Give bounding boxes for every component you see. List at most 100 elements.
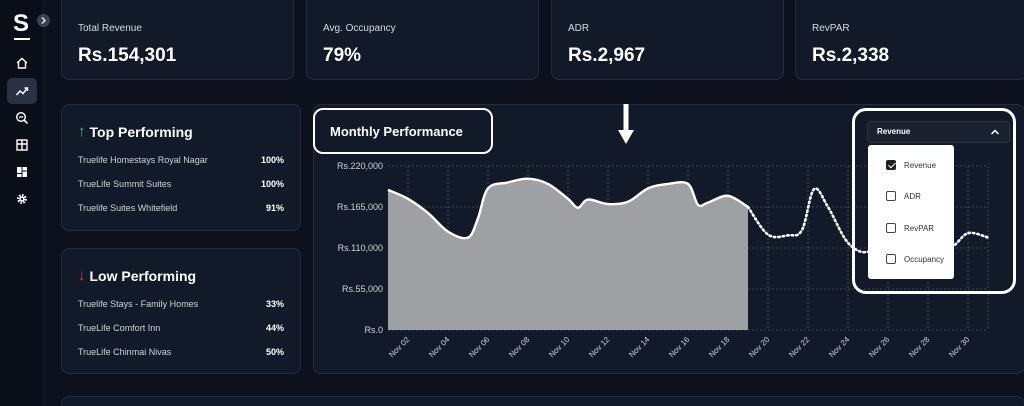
kpi-card-total-revenue: Total Revenue Rs.154,301 (61, 0, 294, 80)
table-icon (16, 139, 28, 151)
kpi-card-avg-occupancy: Avg. Occupancy 79% (306, 0, 539, 80)
kpi-card-adr: ADR Rs.2,967 (551, 0, 784, 80)
arrow-down-icon (618, 104, 634, 144)
list-item: TrueLife Chinmai Nivas 50% (78, 347, 284, 357)
y-tick-label: Rs.55,000 (342, 284, 383, 294)
revenue-line (387, 177, 749, 240)
sidebar-item-dashboard[interactable] (7, 159, 37, 185)
kpi-value: Rs.2,967 (568, 45, 646, 66)
list-item: Truelife Homestays Royal Nagar 100% (78, 155, 284, 165)
kpi-value: Rs.154,301 (78, 45, 177, 66)
revenue-forecast-line (746, 187, 990, 254)
kpi-card-revpar: RevPAR Rs.2,338 (795, 0, 1024, 80)
y-tick-label: Rs.220,000 (337, 161, 383, 171)
chart-title: Monthly Performance (330, 124, 463, 139)
option-adr[interactable]: ADR (886, 191, 921, 201)
low-performing-title-text: Low Performing (89, 267, 197, 284)
y-tick-label: Rs.0 (364, 325, 383, 335)
property-name: Truelife Suites Whitefield (78, 203, 178, 213)
dashboard-icon (17, 167, 27, 177)
x-tick-label: Nov 28 (907, 335, 932, 360)
option-occupancy[interactable]: Occupancy (886, 254, 944, 264)
checkbox[interactable] (886, 254, 896, 264)
sidebar-item-insights[interactable] (7, 105, 37, 131)
x-tick-label: Nov 08 (507, 335, 532, 360)
kpi-label: ADR (568, 23, 590, 34)
property-pct: 50% (265, 347, 284, 357)
metric-dropdown-value: Revenue (877, 127, 911, 136)
x-tick-label: Nov 24 (827, 335, 852, 360)
x-tick-label: Nov 04 (427, 335, 452, 360)
arrow-up-icon: ↑ (78, 123, 86, 140)
list-item: TrueLife Comfort Inn 44% (78, 323, 284, 333)
dropdown-highlight (852, 108, 1016, 294)
option-revpar[interactable]: RevPAR (886, 223, 934, 233)
checkbox[interactable] (886, 191, 896, 201)
chart-area (387, 177, 990, 330)
property-name: Truelife Homestays Royal Nagar (78, 155, 208, 165)
logo-underline (14, 38, 30, 40)
list-item: TrueLife Summit Suites 100% (78, 179, 284, 189)
property-pct: 44% (265, 323, 284, 333)
list-item: Truelife Stays - Family Homes 33% (78, 299, 284, 309)
x-tick-label: Nov 10 (547, 335, 572, 360)
y-axis-ticks: Rs.0 Rs.55,000 Rs.110,000 Rs.165,000 Rs.220,… (337, 161, 383, 335)
kpi-value: 79% (323, 45, 362, 66)
option-label: Occupancy (904, 254, 945, 264)
bottom-card (61, 396, 1024, 406)
chevron-right-icon (41, 17, 46, 24)
kpi-value: Rs.2,338 (812, 45, 890, 66)
low-performing-card: ↓ Low Performing Truelife Stays - Family… (61, 248, 301, 374)
sidebar-collapse-button[interactable] (37, 14, 50, 27)
sidebar-item-home[interactable] (7, 50, 37, 76)
x-tick-label: Nov 16 (667, 335, 692, 360)
checkbox[interactable] (886, 223, 896, 233)
option-revenue[interactable]: Revenue (886, 160, 936, 170)
sidebar: S (0, 0, 50, 406)
option-label: RevPAR (904, 223, 935, 233)
property-name: Truelife Stays - Family Homes (78, 299, 199, 309)
property-name: TrueLife Summit Suites (78, 179, 172, 189)
revenue-area (388, 178, 748, 330)
kpi-label: RevPAR (812, 23, 850, 34)
sidebar-item-reports[interactable] (7, 132, 37, 158)
option-label: ADR (904, 191, 921, 201)
kpi-label: Total Revenue (78, 23, 142, 34)
property-pct: 100% (260, 179, 284, 189)
top-performing-title-text: Top Performing (89, 123, 193, 140)
property-pct: 33% (265, 299, 284, 309)
sidebar-item-analytics[interactable] (7, 78, 37, 104)
property-pct: 91% (265, 203, 284, 213)
x-tick-label: Nov 14 (627, 335, 652, 360)
metric-dropdown-menu: Revenue ADR RevPAR Occupancy (868, 145, 954, 279)
property-name: TrueLife Chinmai Nivas (78, 347, 172, 357)
kpi-label: Avg. Occupancy (323, 23, 396, 34)
search-chart-icon (15, 111, 29, 125)
gear-icon (17, 194, 27, 204)
low-performing-title: ↓ Low Performing (78, 267, 196, 284)
chart-title-highlight (313, 108, 493, 154)
home-icon (16, 57, 28, 69)
checkbox[interactable] (886, 160, 896, 170)
chevron-up-icon (990, 125, 1000, 142)
x-tick-label: Nov 02 (387, 335, 412, 360)
y-tick-label: Rs.165,000 (337, 202, 383, 212)
sidebar-item-settings[interactable] (7, 186, 37, 212)
x-axis-ticks: Nov 02 Nov 04 Nov 06 Nov 08 Nov 10 Nov 12 Nov … (387, 335, 972, 360)
top-performing-card: ↑ Top Performing Truelife Homestays Roya… (61, 104, 301, 231)
option-label: Revenue (904, 160, 937, 170)
x-tick-label: Nov 26 (867, 335, 892, 360)
x-tick-label: Nov 20 (747, 335, 772, 360)
x-tick-label: Nov 12 (587, 335, 612, 360)
app-logo: S (13, 10, 30, 37)
list-item: Truelife Suites Whitefield 91% (78, 203, 284, 213)
y-tick-label: Rs.110,000 (338, 243, 383, 253)
x-tick-label: Nov 30 (947, 335, 972, 360)
x-tick-label: Nov 18 (707, 335, 732, 360)
trend-icon (15, 87, 29, 96)
arrow-down-icon: ↓ (78, 267, 86, 284)
property-pct: 100% (260, 155, 284, 165)
metric-dropdown[interactable]: Revenue (867, 121, 1010, 143)
property-name: TrueLife Comfort Inn (78, 323, 161, 333)
